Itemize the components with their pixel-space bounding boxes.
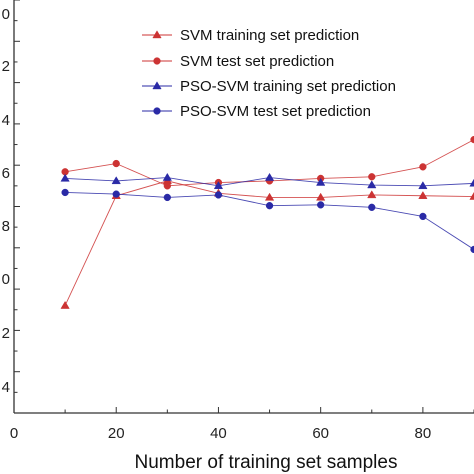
data-point xyxy=(163,182,171,190)
y-tick-label: 0 xyxy=(2,271,10,288)
data-point xyxy=(419,163,427,171)
x-tick-label: 60 xyxy=(312,425,329,442)
legend-swatch-marker xyxy=(152,30,162,39)
data-point xyxy=(316,177,326,186)
plot-frame xyxy=(13,0,474,414)
legend-item: SVM training set prediction xyxy=(142,27,359,44)
data-point xyxy=(60,300,70,309)
legend-label: SVM training set prediction xyxy=(180,27,359,44)
x-tick-label: 40 xyxy=(210,425,227,442)
x-tick-label: 80 xyxy=(415,425,432,442)
legend: SVM training set prediction SVM test set … xyxy=(142,27,396,120)
y-tick-label: 6 xyxy=(2,165,10,182)
series-line xyxy=(65,192,474,250)
x-tick-label: 0 xyxy=(10,425,18,442)
data-point xyxy=(317,201,325,209)
data-point xyxy=(162,172,172,181)
series-layer xyxy=(60,135,474,309)
y-tick-label: 4 xyxy=(2,379,10,396)
data-point xyxy=(368,203,376,211)
legend-item: SVM test set prediction xyxy=(142,53,334,70)
data-point xyxy=(112,159,120,168)
data-point xyxy=(367,190,377,199)
x-axis: 0 20 40 60 80 xyxy=(10,407,474,442)
x-tick-label: 20 xyxy=(108,425,125,442)
data-point xyxy=(368,173,376,181)
series-1 xyxy=(60,176,474,309)
y-tick-label: 0 xyxy=(2,6,10,23)
legend-swatch-marker xyxy=(153,107,161,115)
data-point xyxy=(61,188,69,197)
data-point xyxy=(469,191,474,200)
data-point xyxy=(265,202,274,210)
x-axis-title: Number of training set samples xyxy=(135,452,398,473)
series-2 xyxy=(61,135,474,190)
data-point xyxy=(213,181,224,190)
data-point xyxy=(470,245,474,254)
y-axis: 0 2 4 6 8 0 2 4 xyxy=(2,0,20,414)
data-point xyxy=(264,172,275,181)
data-point xyxy=(264,192,275,201)
legend-swatch-marker xyxy=(152,81,162,90)
series-4 xyxy=(61,188,474,254)
data-point xyxy=(419,212,427,221)
data-point xyxy=(163,193,171,202)
y-tick-label: 8 xyxy=(2,218,10,235)
series-3 xyxy=(60,172,474,190)
data-point xyxy=(111,176,121,185)
legend-label: PSO-SVM test set prediction xyxy=(180,103,371,120)
data-point xyxy=(418,181,428,190)
legend-item: PSO-SVM test set prediction xyxy=(142,103,371,120)
legend-swatch-marker xyxy=(153,57,161,65)
data-point xyxy=(469,178,474,187)
y-tick-label: 4 xyxy=(2,112,10,129)
data-point xyxy=(418,191,428,199)
y-tick-label: 2 xyxy=(2,58,10,75)
y-tick-label: 2 xyxy=(2,325,10,342)
data-point xyxy=(316,192,326,201)
legend-item: PSO-SVM training set prediction xyxy=(142,78,396,95)
legend-label: SVM test set prediction xyxy=(180,53,334,70)
data-point xyxy=(60,173,70,182)
data-point xyxy=(112,190,120,198)
data-point xyxy=(214,191,223,199)
legend-label: PSO-SVM training set prediction xyxy=(180,78,396,95)
data-point xyxy=(470,135,474,144)
data-point xyxy=(367,180,377,189)
